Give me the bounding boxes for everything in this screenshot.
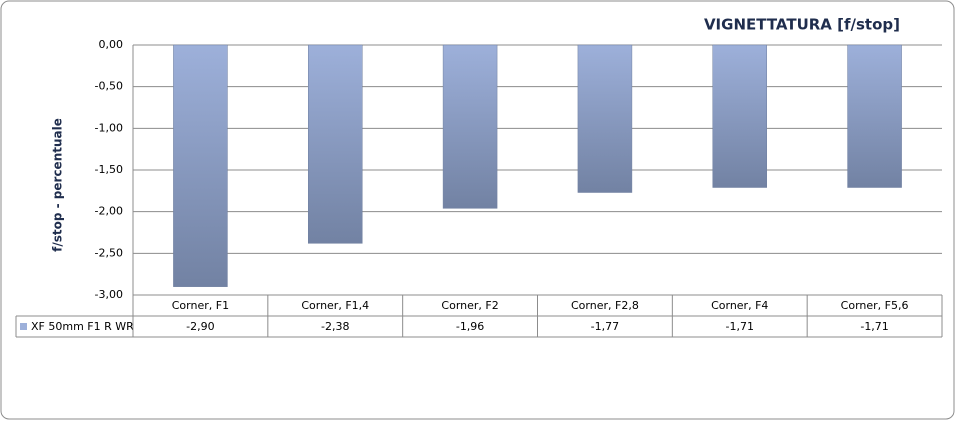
data-label: -1,96 bbox=[456, 320, 484, 333]
x-tick-label: Corner, F1 bbox=[172, 299, 229, 312]
x-tick-label: Corner, F5,6 bbox=[841, 299, 909, 312]
bar bbox=[308, 44, 363, 244]
x-tick-label: Corner, F4 bbox=[711, 299, 768, 312]
legend-entry: XF 50mm F1 R WR bbox=[31, 320, 134, 333]
data-label: -1,77 bbox=[591, 320, 619, 333]
bar bbox=[442, 44, 498, 209]
legend-swatch bbox=[20, 323, 27, 330]
data-label: -2,38 bbox=[321, 320, 349, 333]
x-tick-label: Corner, F1,4 bbox=[301, 299, 369, 312]
y-tick-label: -2,50 bbox=[95, 246, 123, 259]
data-label: -1,71 bbox=[860, 320, 888, 333]
y-tick-label: -0,50 bbox=[95, 80, 123, 93]
x-tick-label: Corner, F2,8 bbox=[571, 299, 639, 312]
y-tick-label: 0,00 bbox=[99, 38, 124, 51]
y-tick-label: -1,50 bbox=[95, 163, 123, 176]
bar bbox=[577, 44, 633, 193]
bar bbox=[712, 44, 767, 188]
data-label: -2,90 bbox=[186, 320, 214, 333]
data-label: -1,71 bbox=[726, 320, 754, 333]
bar bbox=[173, 44, 228, 287]
y-tick-label: -1,00 bbox=[95, 121, 123, 134]
bar bbox=[847, 44, 902, 188]
y-tick-label: -2,00 bbox=[95, 205, 123, 218]
chart-title: VIGNETTATURA [f/stop] bbox=[704, 16, 900, 34]
y-axis-title: f/stop - percentuale bbox=[51, 118, 65, 252]
y-tick-label: -3,00 bbox=[95, 288, 123, 301]
x-tick-label: Corner, F2 bbox=[441, 299, 498, 312]
